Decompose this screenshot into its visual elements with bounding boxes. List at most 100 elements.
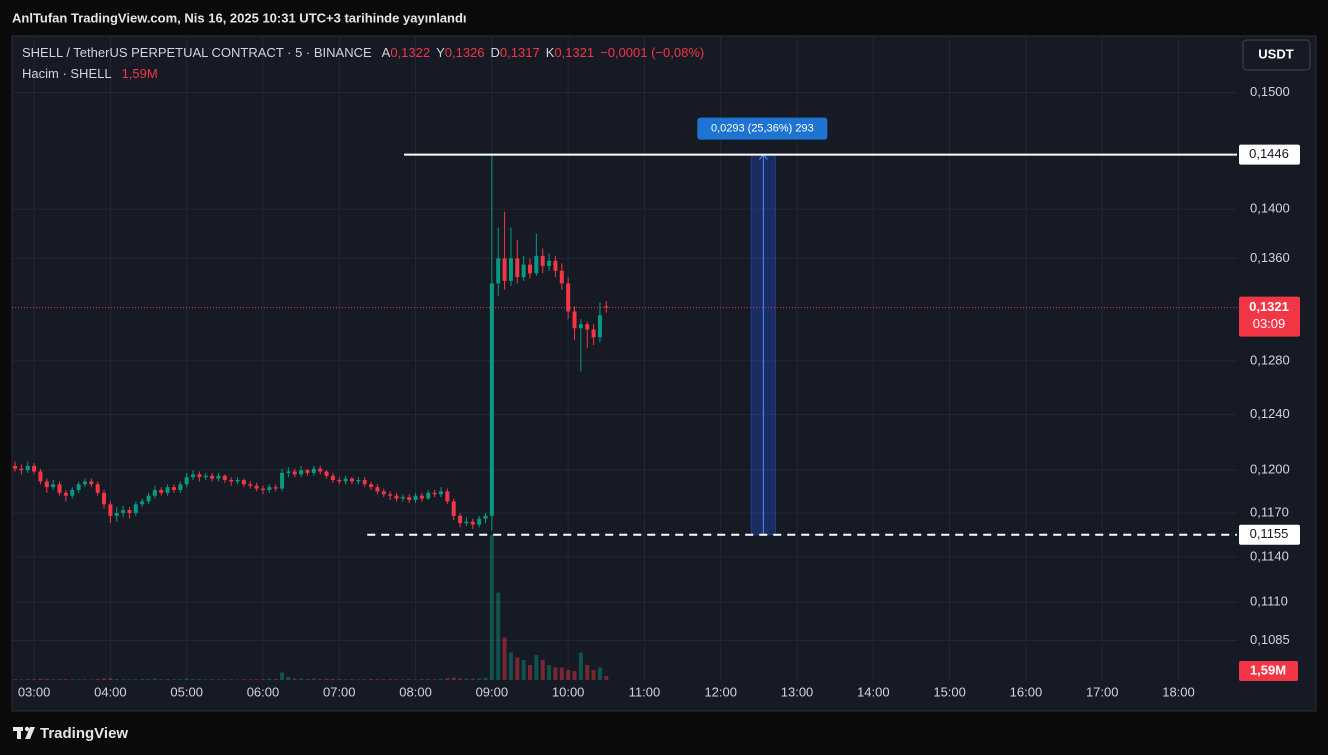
- logo: [13, 726, 35, 739]
- header: AnlTufan TradingView.com, Nis 16, 2025 1…: [12, 10, 467, 25]
- ohlc-value: 0,1321: [554, 45, 594, 60]
- last-price-box: [1239, 296, 1300, 337]
- volume-bar: [534, 655, 539, 680]
- volume-bar: [311, 678, 316, 680]
- volume-bar: [438, 679, 443, 680]
- volume-bar: [489, 535, 494, 680]
- volume-axis-label: 1,59M: [1250, 662, 1286, 677]
- volume-bar: [25, 679, 30, 680]
- candle-body: [19, 468, 24, 471]
- candle-body: [388, 494, 393, 496]
- candle-body: [604, 306, 609, 308]
- volume-bar: [241, 679, 246, 680]
- volume-bar: [369, 679, 374, 680]
- candle-body: [184, 477, 189, 485]
- volume-bar: [496, 592, 501, 680]
- candle-body: [127, 510, 132, 513]
- candle-body: [540, 255, 545, 266]
- y-tick-label: 0,1360: [1250, 250, 1290, 265]
- volume-bar: [566, 670, 571, 680]
- candle-body: [394, 495, 399, 499]
- ohlc-label: Y: [436, 45, 445, 60]
- volume-bar: [95, 679, 100, 680]
- candle-body: [464, 521, 469, 524]
- candle-body: [216, 475, 221, 479]
- candle-body: [445, 491, 450, 502]
- x-tick-label: 06:00: [247, 684, 280, 699]
- volume-bar: [19, 679, 24, 680]
- volume-bar: [203, 679, 208, 680]
- candle-body: [343, 478, 348, 482]
- volume-bar: [133, 679, 138, 680]
- candle-body: [159, 489, 164, 493]
- volume-bar: [82, 679, 87, 680]
- horizontal-line-box: [1239, 144, 1300, 165]
- volume-bar: [267, 678, 272, 680]
- volume-bar: [324, 678, 329, 680]
- candle-body: [191, 474, 196, 478]
- volume-bar: [381, 679, 386, 680]
- ohlc-value: 0,1317: [500, 45, 540, 60]
- candle-body: [63, 492, 68, 496]
- y-tick-label: 0,1280: [1250, 352, 1290, 367]
- volume-bar: [356, 679, 361, 680]
- volume-bar: [76, 679, 81, 680]
- volume-bar: [591, 670, 596, 680]
- x-tick-label: 13:00: [781, 684, 814, 699]
- y-tick-label: 0,1170: [1250, 504, 1289, 519]
- volume-bar: [349, 679, 354, 680]
- candle-body: [292, 471, 297, 475]
- volume-bar: [458, 678, 463, 680]
- volume-bar: [394, 679, 399, 680]
- volume-bar: [426, 679, 431, 680]
- volume-bar: [286, 677, 291, 680]
- currency-label[interactable]: USDT: [1258, 46, 1293, 61]
- horizontal-line-label: 0,1446: [1249, 146, 1289, 161]
- candle-body: [95, 484, 100, 493]
- candle-body: [330, 475, 335, 481]
- volume-bar: [191, 679, 196, 680]
- candle-body: [235, 480, 240, 482]
- volume-bar: [343, 679, 348, 680]
- candle-body: [419, 495, 424, 499]
- candle-body: [515, 258, 520, 278]
- volume-bar: [235, 679, 240, 680]
- volume-bar: [248, 679, 253, 680]
- y-tick-label: 0,1400: [1250, 201, 1290, 216]
- candle-body: [413, 495, 418, 500]
- candle-body: [121, 510, 126, 513]
- volume-bar: [13, 679, 18, 680]
- ohlc-label: D: [491, 45, 500, 60]
- x-tick-label: 16:00: [1010, 684, 1043, 699]
- volume-bar: [146, 679, 151, 680]
- candle-body: [477, 518, 482, 525]
- x-tick-label: 09:00: [476, 684, 509, 699]
- candle-body: [597, 315, 602, 338]
- volume-bar: [273, 679, 278, 680]
- volume-bar: [171, 679, 176, 680]
- candle-body: [508, 258, 513, 281]
- currency-button[interactable]: [1242, 39, 1311, 71]
- volume-bar: [528, 665, 533, 680]
- candle-body: [178, 484, 183, 490]
- candle-body: [248, 484, 253, 486]
- y-tick-label: 0,1500: [1250, 84, 1290, 99]
- candle-body: [32, 465, 37, 472]
- volume-bar: [210, 679, 215, 680]
- candle-body: [470, 521, 475, 525]
- footer-brand: TradingView: [40, 725, 128, 742]
- volume-bar: [559, 667, 564, 680]
- candle-body: [165, 487, 170, 493]
- candle-body: [489, 283, 494, 516]
- legend: SHELL / TetherUS PERPETUAL CONTRACT · 5 …: [22, 45, 704, 60]
- ohlc-label: A: [382, 45, 391, 60]
- volume-bar: [572, 671, 577, 680]
- y-tick-label: 0,1085: [1250, 632, 1290, 647]
- volume-bar: [604, 676, 609, 680]
- volume-bar: [318, 679, 323, 680]
- x-tick-label: 12:00: [704, 684, 737, 699]
- candle-body: [57, 484, 62, 493]
- horizontal-line-box: [1239, 524, 1300, 545]
- candle-body: [286, 471, 291, 473]
- volume-bar: [407, 679, 412, 680]
